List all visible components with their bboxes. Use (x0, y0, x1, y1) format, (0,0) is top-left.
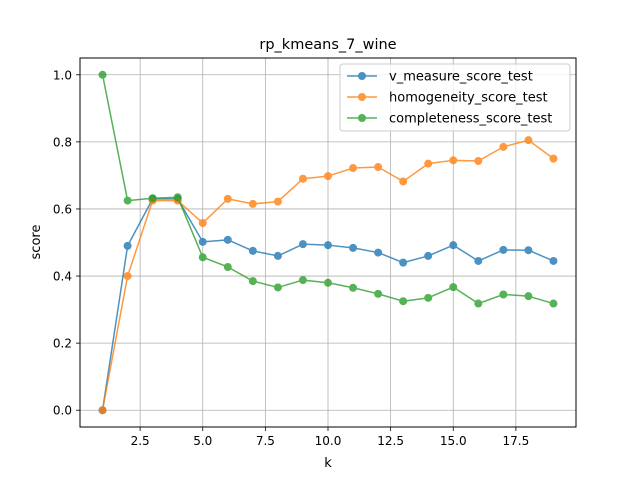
y-axis-label: score (29, 225, 44, 260)
data-point (123, 196, 132, 205)
data-point (499, 142, 508, 151)
data-point (549, 154, 558, 163)
data-point (198, 237, 207, 246)
legend-label: homogeneity_score_test (389, 91, 548, 106)
data-point (474, 299, 483, 308)
series-completeness-score-test (98, 70, 558, 308)
data-point (98, 70, 107, 79)
data-point (273, 197, 282, 206)
data-point (298, 174, 307, 183)
data-point (123, 272, 132, 281)
data-point (298, 240, 307, 249)
data-point (399, 258, 408, 267)
legend-box (339, 63, 571, 132)
x-tick-label: 15.0 (440, 434, 467, 448)
series-layer (98, 70, 558, 415)
data-point (449, 241, 458, 250)
data-point (223, 194, 232, 203)
axis-ticks: 2.5 5.0 7.5 10.0 12.5 15.0 17.5 0.0 0.2 0.4 0.6 0.8… (53, 68, 529, 448)
x-tick-label: 5.0 (193, 434, 212, 448)
y-tick-label: 0.8 (53, 135, 72, 149)
chart-title: rp_kmeans_7_wine (259, 37, 396, 53)
data-point (248, 246, 257, 255)
x-tick-label: 10.0 (315, 434, 342, 448)
x-tick-label: 7.5 (256, 434, 275, 448)
legend-label: v_measure_score_test (389, 70, 533, 85)
y-tick-label: 0.0 (53, 404, 72, 418)
data-point (198, 219, 207, 228)
data-point (424, 159, 433, 168)
data-point (449, 283, 458, 292)
legend-swatch (347, 93, 377, 101)
legend-item: homogeneity_score_test (347, 91, 548, 106)
data-point (349, 164, 358, 173)
y-tick-label: 0.4 (53, 270, 72, 284)
data-point (424, 251, 433, 260)
data-point (549, 299, 558, 308)
x-tick-label: 2.5 (131, 434, 150, 448)
data-point (474, 256, 483, 265)
data-point (198, 253, 207, 262)
y-tick-label: 0.2 (53, 337, 72, 351)
y-tick-label: 1.0 (53, 68, 72, 82)
data-point (223, 235, 232, 244)
data-point (524, 246, 533, 255)
data-point (223, 262, 232, 271)
data-point (499, 245, 508, 254)
data-point (474, 156, 483, 165)
legend: v_measure_score_test homogeneity_score_te… (339, 63, 571, 132)
data-point (399, 297, 408, 306)
data-point (298, 276, 307, 285)
data-point (449, 156, 458, 165)
data-point (374, 163, 383, 172)
data-point (98, 406, 107, 415)
data-point (324, 241, 332, 250)
data-point (273, 251, 282, 260)
data-point (324, 172, 332, 181)
data-point (349, 243, 358, 252)
data-point (524, 136, 533, 145)
legend-item: v_measure_score_test (347, 70, 533, 85)
legend-label: completeness_score_test (389, 112, 552, 127)
data-point (524, 292, 533, 301)
x-tick-label: 17.5 (503, 434, 530, 448)
legend-item: completeness_score_test (347, 112, 552, 127)
data-point (248, 277, 257, 286)
y-tick-label: 0.6 (53, 202, 72, 216)
data-point (123, 241, 132, 250)
legend-swatch (347, 72, 377, 80)
data-point (324, 278, 332, 287)
data-point (349, 283, 358, 292)
data-point (148, 194, 157, 203)
x-tick-label: 12.5 (377, 434, 404, 448)
data-point (273, 283, 282, 292)
data-point (248, 199, 257, 208)
data-point (499, 290, 508, 299)
x-axis-label: k (324, 456, 332, 471)
data-point (374, 248, 383, 257)
data-point (374, 289, 383, 298)
legend-swatch (347, 114, 377, 122)
data-point (549, 256, 558, 265)
data-point (399, 177, 408, 186)
data-point (424, 293, 433, 302)
data-point (173, 193, 182, 202)
